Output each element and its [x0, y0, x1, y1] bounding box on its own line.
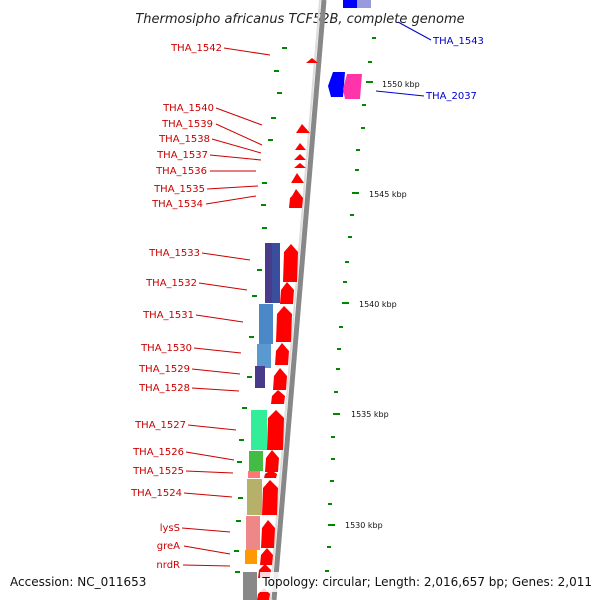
feature-blocks — [243, 243, 280, 600]
label-tha-1530[interactable]: THA_1530 — [140, 343, 192, 354]
feature-block[interactable] — [272, 243, 280, 303]
label-tha-2037[interactable]: THA_2037 — [425, 91, 477, 102]
gene-tha-1532-arrow[interactable] — [280, 282, 294, 304]
left-label-leaders — [181, 47, 271, 567]
label-tha-1535[interactable]: THA_1535 — [153, 184, 205, 195]
footer-backdrop-right — [260, 572, 596, 592]
footer-backdrop-left — [6, 572, 156, 592]
label-tha-1525[interactable]: THA_1525 — [132, 466, 184, 477]
label-tha-1540[interactable]: THA_1540 — [162, 103, 214, 114]
gene-tha-1539-arrow[interactable] — [295, 143, 306, 150]
right-label-leaders — [375, 21, 432, 97]
gene-tha-1530-arrow[interactable] — [275, 343, 289, 365]
gene-tha-1543-block[interactable] — [343, 0, 357, 8]
label-lyss[interactable]: lysS — [160, 523, 180, 534]
label-tha-1524[interactable]: THA_1524 — [130, 488, 182, 499]
label-nrdr[interactable]: nrdR — [156, 560, 180, 571]
label-grea[interactable]: greA — [157, 541, 180, 552]
gene-grea-arrow[interactable] — [260, 548, 273, 565]
label-tha-1537[interactable]: THA_1537 — [156, 150, 208, 161]
feature-block[interactable] — [255, 366, 265, 388]
label-tha-1532[interactable]: THA_1532 — [145, 278, 197, 289]
genome-title: Thermosipho africanus TCF52B, complete g… — [135, 12, 464, 27]
label-tha-1528[interactable]: THA_1528 — [138, 383, 190, 394]
feature-block[interactable] — [247, 479, 262, 515]
gene-tha-1525-arrow[interactable] — [264, 470, 277, 478]
left-tick-marks — [234, 47, 287, 573]
gene-tha-1526-arrow[interactable] — [265, 450, 279, 472]
gene-tha-1540-arrow[interactable] — [296, 124, 310, 133]
scale-label-1530: 1530 kbp — [345, 521, 383, 530]
label-tha-1531[interactable]: THA_1531 — [142, 310, 194, 321]
gene-tha-1528-arrow[interactable] — [271, 390, 285, 404]
gene-tha-1533-arrow[interactable] — [283, 244, 298, 282]
feature-block[interactable] — [248, 471, 260, 478]
label-tha-1536[interactable]: THA_1536 — [155, 166, 207, 177]
scale-label-1540: 1540 kbp — [359, 300, 397, 309]
gene-lyss-arrow[interactable] — [261, 520, 275, 548]
feature-block[interactable] — [245, 550, 257, 564]
gene-tha-2037-arrow-blue[interactable] — [328, 72, 345, 97]
accession-text: Accession: NC_011653 — [10, 575, 146, 589]
feature-block[interactable] — [259, 304, 273, 344]
label-tha-1534[interactable]: THA_1534 — [151, 199, 203, 210]
right-tick-marks — [325, 37, 376, 572]
scale-label-1545: 1545 kbp — [369, 190, 407, 199]
gene-tha-1529-arrow[interactable] — [273, 368, 287, 390]
gene-tha-1536-arrow[interactable] — [291, 173, 304, 183]
label-tha-1542[interactable]: THA_1542 — [170, 43, 222, 54]
gene-tha-2037-arrow-pink[interactable] — [343, 74, 362, 99]
topology-text: Topology: circular; Length: 2,016,657 bp… — [261, 575, 592, 589]
scale-label-1550: 1550 kbp — [382, 80, 420, 89]
gene-tha-1542-arrow[interactable] — [306, 58, 318, 63]
gene-tha-1524-arrow[interactable] — [262, 480, 278, 515]
gene-tha-1537-arrow[interactable] — [294, 163, 306, 168]
feature-block[interactable] — [251, 410, 267, 450]
gene-tha-1543-block-pale[interactable] — [357, 0, 371, 8]
gene-tha-1531-arrow[interactable] — [276, 306, 292, 342]
label-tha-1529[interactable]: THA_1529 — [138, 364, 190, 375]
genome-backbone-shadow — [269, 0, 321, 600]
label-tha-1543[interactable]: THA_1543 — [432, 36, 484, 47]
feature-block[interactable] — [257, 344, 271, 368]
genome-backbone — [271, 0, 327, 600]
label-tha-1533[interactable]: THA_1533 — [148, 248, 200, 259]
label-tha-1539[interactable]: THA_1539 — [161, 119, 213, 130]
label-tha-1526[interactable]: THA_1526 — [132, 447, 184, 458]
feature-block[interactable] — [249, 451, 263, 471]
gene-tha-1527-arrow[interactable] — [267, 410, 284, 450]
scale-label-1535: 1535 kbp — [351, 410, 389, 419]
feature-block[interactable] — [265, 243, 273, 303]
gene-tha-1534-arrow[interactable] — [289, 192, 303, 208]
feature-block[interactable] — [243, 572, 257, 600]
gene-tha-1538-arrow[interactable] — [294, 154, 306, 160]
label-tha-1527[interactable]: THA_1527 — [134, 420, 186, 431]
feature-block[interactable] — [246, 516, 260, 550]
label-tha-1538[interactable]: THA_1538 — [158, 134, 210, 145]
